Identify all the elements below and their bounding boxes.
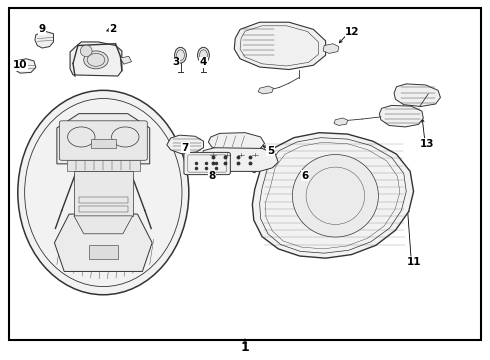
Text: 6: 6 <box>301 171 309 181</box>
Text: 2: 2 <box>109 24 117 34</box>
Bar <box>67 160 140 171</box>
Ellipse shape <box>84 51 108 69</box>
Text: 11: 11 <box>406 257 421 267</box>
Polygon shape <box>74 216 133 234</box>
Ellipse shape <box>80 45 92 57</box>
Bar <box>91 139 116 148</box>
Ellipse shape <box>18 90 189 295</box>
FancyBboxPatch shape <box>184 152 230 175</box>
Polygon shape <box>258 86 273 94</box>
Polygon shape <box>13 59 36 73</box>
Polygon shape <box>334 118 347 126</box>
Polygon shape <box>235 141 265 173</box>
Text: 10: 10 <box>13 60 27 70</box>
Bar <box>79 197 128 203</box>
Polygon shape <box>70 42 122 76</box>
Polygon shape <box>379 105 423 127</box>
Ellipse shape <box>293 154 378 237</box>
Polygon shape <box>394 84 441 107</box>
Polygon shape <box>54 214 152 271</box>
Text: 12: 12 <box>345 27 360 37</box>
Polygon shape <box>57 114 150 164</box>
Ellipse shape <box>174 47 186 63</box>
Bar <box>74 171 133 216</box>
Text: 7: 7 <box>182 143 189 153</box>
Text: 13: 13 <box>419 139 434 149</box>
Polygon shape <box>200 148 278 171</box>
Polygon shape <box>252 133 414 258</box>
Bar <box>79 206 128 212</box>
Text: 3: 3 <box>172 57 179 67</box>
Text: 4: 4 <box>200 57 207 67</box>
FancyBboxPatch shape <box>59 121 147 160</box>
Text: 1: 1 <box>241 341 249 354</box>
Ellipse shape <box>197 47 209 63</box>
Polygon shape <box>121 56 132 64</box>
Text: 5: 5 <box>267 145 274 156</box>
Polygon shape <box>323 44 339 53</box>
Polygon shape <box>35 31 53 48</box>
Polygon shape <box>208 133 265 152</box>
Bar <box>89 244 118 259</box>
Polygon shape <box>167 135 203 153</box>
Text: 8: 8 <box>208 171 216 181</box>
Text: 9: 9 <box>39 24 46 35</box>
Polygon shape <box>234 22 326 69</box>
